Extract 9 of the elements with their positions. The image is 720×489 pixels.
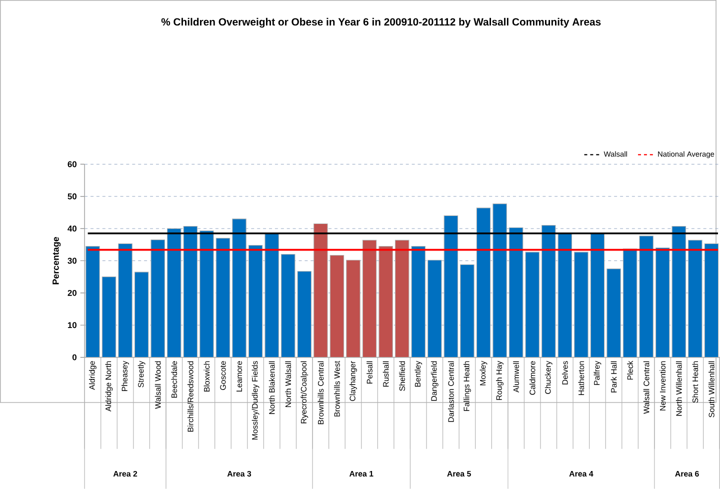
y-tick-label: 60 [68, 161, 76, 168]
y-tick-label: 30 [68, 258, 76, 264]
y-tick-label: 0 [72, 354, 76, 360]
y-tick-label: 10 [68, 322, 76, 328]
chart-title: % Children Overweight or Obese in Year 6 in 200910-201112 by Walsall Community Areas [161, 18, 601, 28]
y-axis-title: Percentage [52, 237, 61, 284]
y-tick-label: 20 [68, 290, 76, 296]
y-tick-label: 40 [68, 226, 76, 232]
y-tick-label: 50 [68, 193, 76, 200]
